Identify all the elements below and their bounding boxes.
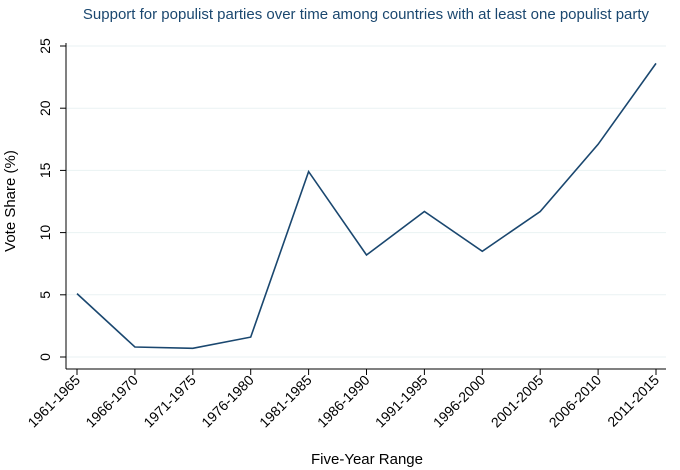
x-tick-label-2001-2005: 2001-2005: [488, 372, 547, 431]
data-point-1966-1970: [133, 345, 137, 349]
x-tick-label-1971-1975: 1971-1975: [140, 372, 199, 431]
data-point-2011-2015: [654, 61, 658, 65]
x-tick-label-1991-1995: 1991-1995: [372, 372, 431, 431]
data-point-1996-2000: [480, 249, 484, 253]
series-layer: [75, 61, 658, 350]
y-axis-label: Vote Share (%): [2, 150, 19, 252]
grid-lines: [66, 45, 666, 358]
data-point-1961-1965: [75, 292, 79, 296]
x-tick-label-1966-1970: 1966-1970: [82, 372, 141, 431]
data-point-1986-1990: [365, 253, 369, 257]
tick-labels: 0 5 10 15 20 25 1961-1965 1966-1970 1971-1975 197…: [24, 38, 662, 430]
y-tick-label-20: 20: [37, 100, 53, 116]
x-tick-label-1976-1980: 1976-1980: [198, 372, 257, 431]
y-tick-label-25: 25: [37, 38, 53, 54]
x-tick-label-1986-1990: 1986-1990: [314, 372, 373, 431]
x-tick-label-1981-1985: 1981-1985: [256, 372, 315, 431]
y-tick-label-10: 10: [37, 225, 53, 241]
x-tick-label-2006-2010: 2006-2010: [546, 372, 605, 431]
data-point-2006-2010: [596, 142, 600, 146]
y-tick-label-0: 0: [37, 353, 53, 361]
y-tick-label-15: 15: [37, 162, 53, 178]
series-line-0: [76, 62, 657, 350]
x-tick-label-1961-1965: 1961-1965: [24, 372, 83, 431]
axes: [60, 43, 666, 375]
x-tick-label-1996-2000: 1996-2000: [430, 372, 489, 431]
y-tick-label-5: 5: [37, 291, 53, 299]
data-point-2001-2005: [538, 209, 542, 213]
data-point-1981-1985: [307, 170, 311, 174]
chart-title: Support for populist parties over time a…: [83, 6, 650, 23]
data-point-1991-1995: [422, 209, 426, 213]
data-point-1976-1980: [249, 335, 253, 339]
x-tick-label-2011-2015: 2011-2015: [604, 372, 662, 430]
data-point-1971-1975: [191, 346, 195, 350]
x-axis-label: Five-Year Range: [311, 451, 423, 468]
